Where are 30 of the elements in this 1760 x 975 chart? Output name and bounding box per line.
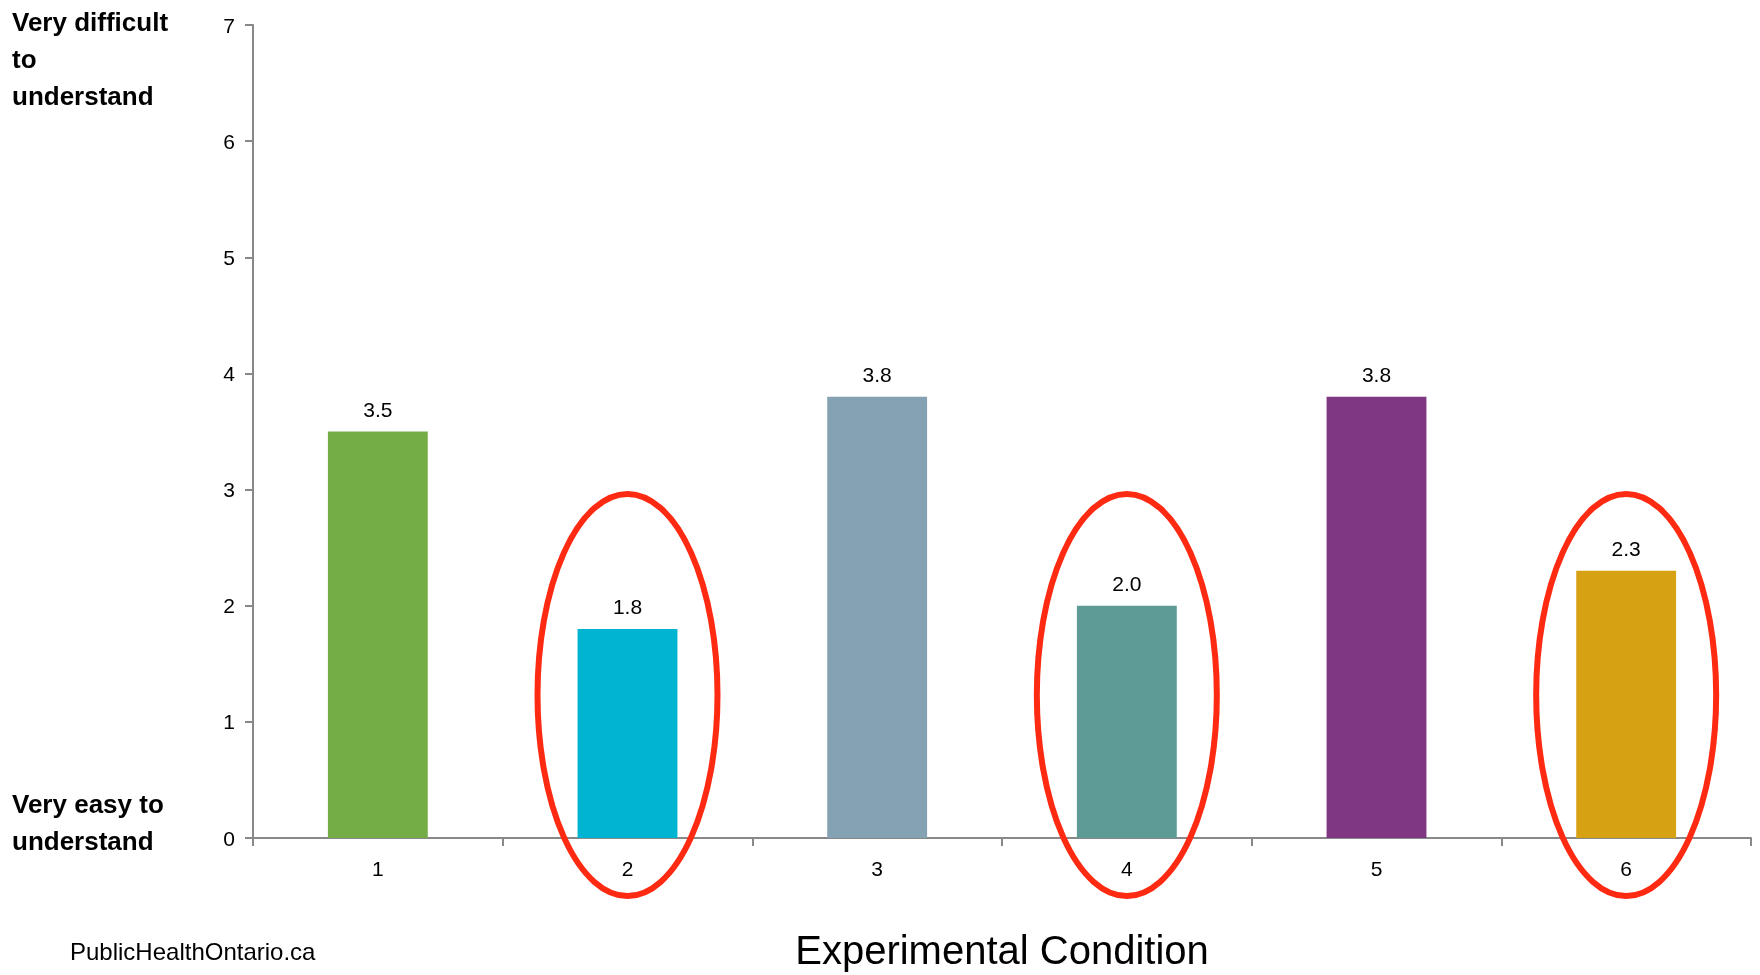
x-axis-title: Experimental Condition xyxy=(795,928,1209,972)
bar xyxy=(577,628,678,838)
y-tick-label: 4 xyxy=(223,361,236,385)
bar xyxy=(1076,605,1177,838)
y-tick-label: 2 xyxy=(223,594,235,618)
bar xyxy=(327,431,428,838)
x-tick-label: 4 xyxy=(1120,857,1133,880)
data-label: 3.8 xyxy=(862,362,892,386)
data-label: 2.0 xyxy=(1112,571,1142,595)
data-label: 3.8 xyxy=(1361,362,1392,386)
y-tick-label: 3 xyxy=(223,478,235,502)
x-tick-label: 2 xyxy=(621,857,634,880)
x-tick-label: 5 xyxy=(1370,857,1383,880)
data-label: 3.5 xyxy=(363,397,393,421)
x-tick-label: 3 xyxy=(871,857,884,880)
y-tick-label: 1 xyxy=(223,710,235,734)
y-tick-label: 0 xyxy=(223,826,235,850)
y-tick-label: 5 xyxy=(223,245,235,269)
text: PublicHealthOntario.ca xyxy=(70,938,316,966)
x-tick-label: 6 xyxy=(1620,857,1633,880)
bar xyxy=(827,396,928,838)
text: Very difficult to understand xyxy=(12,6,170,113)
bar xyxy=(1326,396,1427,838)
y-tick-label: 6 xyxy=(223,129,235,153)
y-tick-label: 7 xyxy=(223,13,235,37)
data-label: 1.8 xyxy=(612,594,643,618)
bar xyxy=(1576,570,1677,838)
x-tick-label: 1 xyxy=(371,857,384,880)
text: Very easy to understand xyxy=(12,788,165,858)
data-label: 2.3 xyxy=(1611,536,1641,560)
